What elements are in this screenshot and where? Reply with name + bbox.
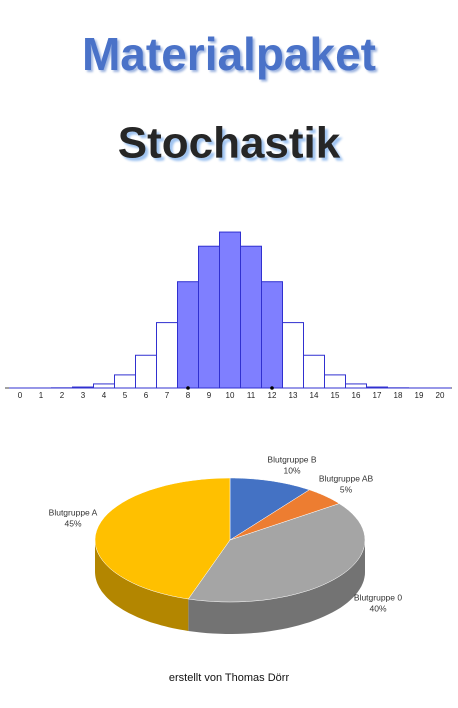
x-tick-label: 1 [39,391,44,400]
bar [157,323,178,388]
x-tick-label: 0 [18,391,23,400]
pie-value-label: 45% [64,518,81,528]
bar [367,387,388,388]
x-tick-label: 14 [310,391,319,400]
pie-value-label: 10% [283,465,300,475]
x-tick-label: 11 [247,391,256,400]
pie-label: Blutgruppe A [49,507,98,517]
pie-label: Blutgruppe AB [319,473,374,483]
x-tick-label: 4 [102,391,107,400]
x-tick-label: 18 [394,391,403,400]
x-tick-label: 5 [123,391,128,400]
bar [199,246,220,388]
bar [262,282,283,388]
pie-label: Blutgruppe 0 [354,592,402,602]
bar [115,375,136,388]
pie-value-label: 40% [369,603,386,613]
x-tick-label: 16 [352,391,361,400]
x-tick-label: 17 [373,391,382,400]
bar [325,375,346,388]
bar [94,384,115,388]
bar [241,246,262,388]
bar [136,355,157,388]
x-tick-label: 8 [186,391,191,400]
pie-label: Blutgruppe B [267,454,316,464]
bar [220,232,241,388]
bar [304,355,325,388]
x-tick-label: 20 [436,391,445,400]
x-tick-label: 12 [268,391,277,400]
marker-dot [186,386,190,390]
bar [283,323,304,388]
x-tick-label: 13 [289,391,298,400]
bar [178,282,199,388]
x-tick-label: 9 [207,391,212,400]
x-tick-label: 7 [165,391,170,400]
x-tick-label: 2 [60,391,65,400]
x-tick-label: 6 [144,391,149,400]
x-tick-label: 15 [331,391,340,400]
x-tick-label: 3 [81,391,86,400]
footer: erstellt von Thomas Dörr [169,672,290,684]
bar [73,387,94,388]
bar [346,384,367,388]
x-tick-label: 19 [415,391,424,400]
subtitle: Stochastik [118,119,341,168]
title: Materialpaket [82,28,376,80]
x-tick-label: 10 [226,391,235,400]
marker-dot [270,386,274,390]
pie-value-label: 5% [340,484,353,494]
